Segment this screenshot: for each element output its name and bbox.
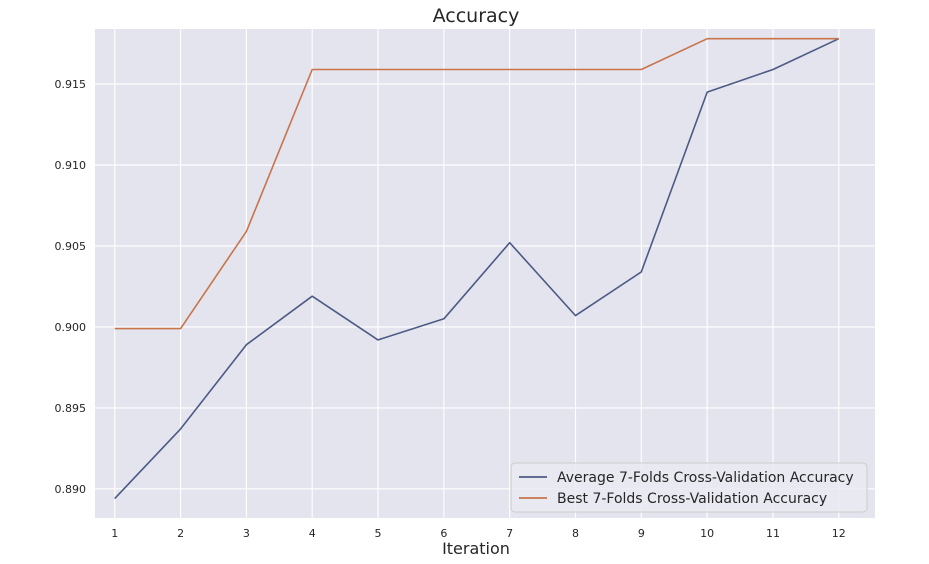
y-tick-label: 0.915 [55, 78, 87, 91]
series-lines [114, 37, 840, 500]
series-line-best [114, 37, 839, 330]
plot-area [95, 29, 875, 518]
x-tick-label: 5 [375, 527, 382, 540]
legend: Average 7-Folds Cross-Validation Accurac… [510, 462, 868, 513]
x-tick-label: 3 [243, 527, 250, 540]
x-tick-label: 1 [111, 527, 118, 540]
y-tick-label: 0.905 [55, 240, 87, 253]
legend-label: Best 7-Folds Cross-Validation Accuracy [557, 491, 827, 507]
legend-label: Average 7-Folds Cross-Validation Accurac… [557, 470, 854, 486]
chart-title: Accuracy [433, 5, 520, 27]
x-tick-label: 12 [832, 527, 846, 540]
x-tick-label: 10 [700, 527, 714, 540]
y-tick-label: 0.890 [55, 483, 87, 496]
x-tick-label: 6 [440, 527, 447, 540]
y-tick-label: 0.895 [55, 402, 87, 415]
x-axis-label: Iteration [442, 539, 510, 558]
x-tick-label: 4 [309, 527, 316, 540]
x-axis-ticks: 1 2 3 4 5 6 7 8 9 10 11 12 [111, 527, 846, 540]
x-tick-label: 2 [177, 527, 184, 540]
y-axis-ticks: 0.890 0.895 0.900 0.905 0.910 0.915 [55, 78, 87, 496]
y-tick-label: 0.910 [55, 159, 87, 172]
legend-box [510, 462, 868, 513]
x-tick-label: 9 [638, 527, 645, 540]
x-tick-label: 7 [506, 527, 513, 540]
x-tick-label: 8 [572, 527, 579, 540]
x-tick-label: 11 [766, 527, 780, 540]
y-tick-label: 0.900 [55, 321, 87, 334]
series-line-average [114, 37, 840, 500]
